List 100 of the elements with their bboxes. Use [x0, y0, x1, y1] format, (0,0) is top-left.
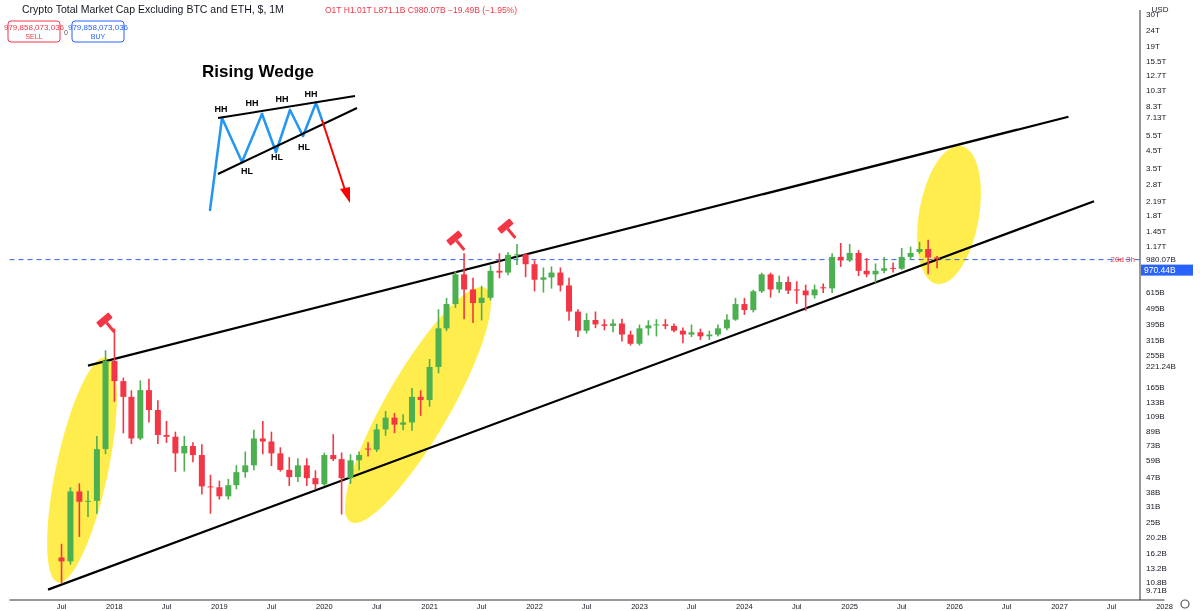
- annotation: HH: [214, 104, 228, 114]
- candlestick: [793, 281, 800, 304]
- candlestick: [294, 458, 301, 483]
- candlestick: [522, 253, 529, 278]
- y-tick-label: 15.5T: [1146, 57, 1167, 67]
- candlestick: [303, 458, 310, 486]
- y-tick-label: 1.45T: [1146, 226, 1167, 236]
- y-tick-label: 10.3T: [1146, 86, 1167, 96]
- candlestick: [881, 257, 888, 274]
- candlestick: [636, 324, 643, 346]
- candlestick: [111, 328, 118, 402]
- candlestick: [338, 452, 345, 515]
- candlestick: [58, 543, 65, 584]
- annotation: HH: [304, 89, 318, 99]
- annotation: HL: [271, 152, 284, 162]
- y-tick-label: 73B: [1146, 441, 1161, 451]
- candlestick: [505, 252, 512, 276]
- candlestick: [207, 474, 214, 514]
- annotation: HL: [298, 142, 311, 152]
- y-tick-label: 255B: [1146, 351, 1165, 361]
- ref-line-label: 970.44B: [1144, 265, 1176, 276]
- candlestick: [145, 378, 152, 423]
- y-tick-label: 5.5T: [1146, 131, 1163, 141]
- candlestick: [347, 454, 354, 484]
- candlestick: [513, 243, 520, 266]
- y-tick-label: 7.13T: [1146, 112, 1167, 122]
- candlestick: [461, 253, 468, 320]
- y-tick-label: 615B: [1146, 288, 1165, 298]
- candlestick: [610, 319, 617, 333]
- candlestick: [679, 327, 686, 344]
- candlestick: [365, 442, 372, 457]
- candlestick: [172, 431, 179, 472]
- y-tick-label: 980.07B: [1146, 254, 1176, 264]
- candlestick: [382, 411, 389, 436]
- candlestick: [373, 423, 380, 452]
- candlestick: [163, 420, 170, 443]
- y-tick-label: 16.2B: [1146, 548, 1167, 558]
- candlestick: [120, 377, 127, 434]
- candlestick: [259, 420, 266, 455]
- y-tick-label: 133B: [1146, 398, 1165, 408]
- annotation: HH: [275, 94, 289, 104]
- y-tick-label: 8.3T: [1146, 101, 1163, 111]
- y-tick-label: 19T: [1146, 42, 1160, 52]
- candlestick: [934, 255, 941, 269]
- candlestick: [540, 267, 547, 293]
- candlestick: [233, 465, 240, 490]
- y-tick-label: 89B: [1146, 426, 1161, 436]
- candlestick: [925, 239, 932, 275]
- candlestick: [286, 457, 293, 486]
- candlestick: [758, 272, 765, 293]
- chart-subtitle: O1T H1.01T L871.1B C980.07B −19.49B (−1.95%): [325, 5, 518, 15]
- candlestick: [732, 297, 739, 321]
- y-tick-label: 1.8T: [1146, 211, 1163, 221]
- candlestick: [557, 267, 564, 292]
- y-tick-label: 24T: [1146, 25, 1160, 35]
- annotation: HH: [245, 98, 259, 108]
- y-tick-label: 25B: [1146, 517, 1161, 527]
- y-tick-label: 3.5T: [1146, 163, 1163, 173]
- y-tick-label: 9.71B: [1146, 585, 1167, 595]
- y-tick-label: 20.2B: [1146, 533, 1167, 543]
- candlestick: [242, 451, 249, 478]
- y-tick-label: 2.19T: [1146, 197, 1167, 207]
- y-tick-label: 4.5T: [1146, 145, 1163, 155]
- candlestick: [898, 247, 905, 270]
- y-tick-label: 165B: [1146, 382, 1165, 392]
- y-tick-label: 47B: [1146, 472, 1161, 482]
- y-tick-label: 2.8T: [1146, 179, 1163, 189]
- candlestick: [618, 318, 625, 342]
- y-tick-label: 38B: [1146, 487, 1161, 497]
- candlestick: [181, 435, 188, 472]
- y-tick-label: 109B: [1146, 412, 1165, 422]
- candlestick: [400, 414, 407, 431]
- y-tick-label: 12.7T: [1146, 71, 1167, 81]
- y-tick-label: 395B: [1146, 320, 1165, 330]
- y-tick-label: 495B: [1146, 303, 1165, 313]
- candlestick: [583, 313, 590, 334]
- annotation: HL: [241, 166, 254, 176]
- y-tick-label: 315B: [1146, 336, 1165, 346]
- candlestick: [189, 442, 196, 463]
- candlestick: [391, 412, 398, 434]
- candlestick: [417, 390, 424, 416]
- annotation: Rising Wedge: [201, 62, 315, 81]
- candlestick: [890, 262, 897, 273]
- candlestick: [855, 250, 862, 277]
- candlestick: [531, 260, 538, 292]
- candlestick: [767, 272, 774, 298]
- candlestick: [268, 431, 275, 467]
- candlestick: [478, 285, 485, 321]
- annotation: 20d 3h: [1110, 255, 1135, 264]
- candlestick: [470, 277, 476, 324]
- y-tick-label: 10.8B: [1146, 577, 1167, 587]
- candlestick: [277, 447, 284, 472]
- y-tick-label: 59B: [1146, 456, 1161, 466]
- candlestick: [330, 434, 337, 462]
- chart-title: Crypto Total Market Cap Excluding BTC and ETH, $, 1M: [22, 3, 284, 15]
- candlestick: [225, 478, 232, 500]
- candlestick: [76, 483, 83, 537]
- candlestick: [496, 253, 503, 279]
- candlestick: [574, 309, 581, 338]
- y-tick-label: 31B: [1146, 502, 1161, 512]
